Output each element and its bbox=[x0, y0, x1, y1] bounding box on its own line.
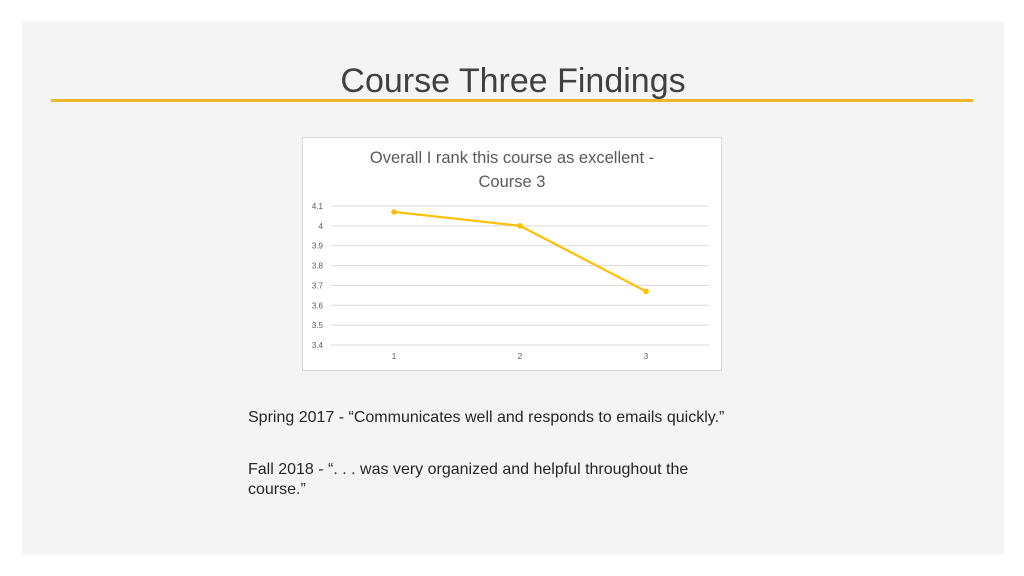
quote-spring-2017: Spring 2017 - “Communicates well and res… bbox=[248, 409, 725, 426]
data-point bbox=[517, 223, 523, 229]
data-point bbox=[391, 209, 397, 215]
y-tick-label: 4 bbox=[319, 222, 324, 231]
y-tick-label: 3.9 bbox=[312, 242, 324, 251]
line-chart: 4.1 4 3.9 3.8 3.7 3.6 3.5 3.4 1 2 3 bbox=[312, 202, 709, 361]
x-tick-label: 2 bbox=[518, 352, 523, 361]
quote-fall-2018: Fall 2018 - “. . . was very organized an… bbox=[248, 461, 689, 498]
x-tick-label: 3 bbox=[644, 352, 649, 361]
y-tick-label: 3.4 bbox=[312, 341, 324, 350]
title-underline bbox=[51, 99, 973, 102]
y-tick-label: 4.1 bbox=[312, 202, 324, 211]
slide: Course Three Findings Overall I rank thi… bbox=[22, 22, 1004, 554]
y-tick-label: 3.8 bbox=[312, 262, 324, 271]
chart-title-line-2: Course 3 bbox=[478, 173, 546, 191]
chart-container: Overall I rank this course as excellent … bbox=[302, 137, 722, 371]
y-tick-label: 3.5 bbox=[312, 321, 324, 330]
x-tick-label: 1 bbox=[392, 352, 397, 361]
y-tick-label: 3.7 bbox=[312, 281, 324, 290]
page-title: Course Three Findings bbox=[340, 62, 686, 100]
y-tick-label: 3.6 bbox=[312, 301, 324, 310]
chart-title: Overall I rank this course as excellent … bbox=[303, 146, 721, 194]
chart-title-line-1: Overall I rank this course as excellent … bbox=[369, 149, 655, 167]
data-point bbox=[643, 288, 649, 295]
